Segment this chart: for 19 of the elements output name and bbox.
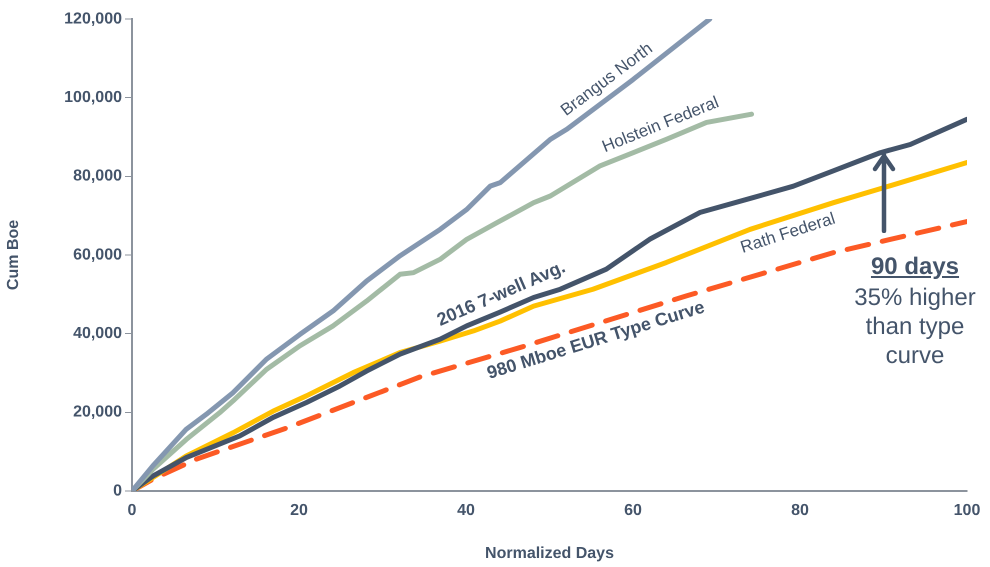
x-tick-label: 100 xyxy=(954,502,980,520)
x-tick-label: 60 xyxy=(624,502,642,520)
x-tick-label: 0 xyxy=(128,502,137,520)
text: Rath Federal xyxy=(738,208,838,257)
y-tick-label: 100,000 xyxy=(64,89,122,106)
y-tick-label: 120,000 xyxy=(64,10,122,28)
x-tick-label: 20 xyxy=(290,502,308,520)
y-tick-label: 40,000 xyxy=(73,325,122,342)
x-tick-label: 40 xyxy=(457,502,475,520)
y-tick-label: 60,000 xyxy=(73,246,122,264)
y-axis-title: Cum Boe xyxy=(5,220,22,290)
y-tick-label: 20,000 xyxy=(73,404,122,421)
x-axis-title: Normalized Days xyxy=(485,544,614,562)
x-tick-label: 80 xyxy=(791,502,809,520)
y-tick-label: 80,000 xyxy=(73,168,122,185)
annotation: 35% higher than type curve xyxy=(853,283,977,370)
text: 2016 7-well Avg. xyxy=(434,256,568,330)
y-tick-label: 0 xyxy=(113,482,122,500)
annotation: 90 days xyxy=(870,252,960,281)
